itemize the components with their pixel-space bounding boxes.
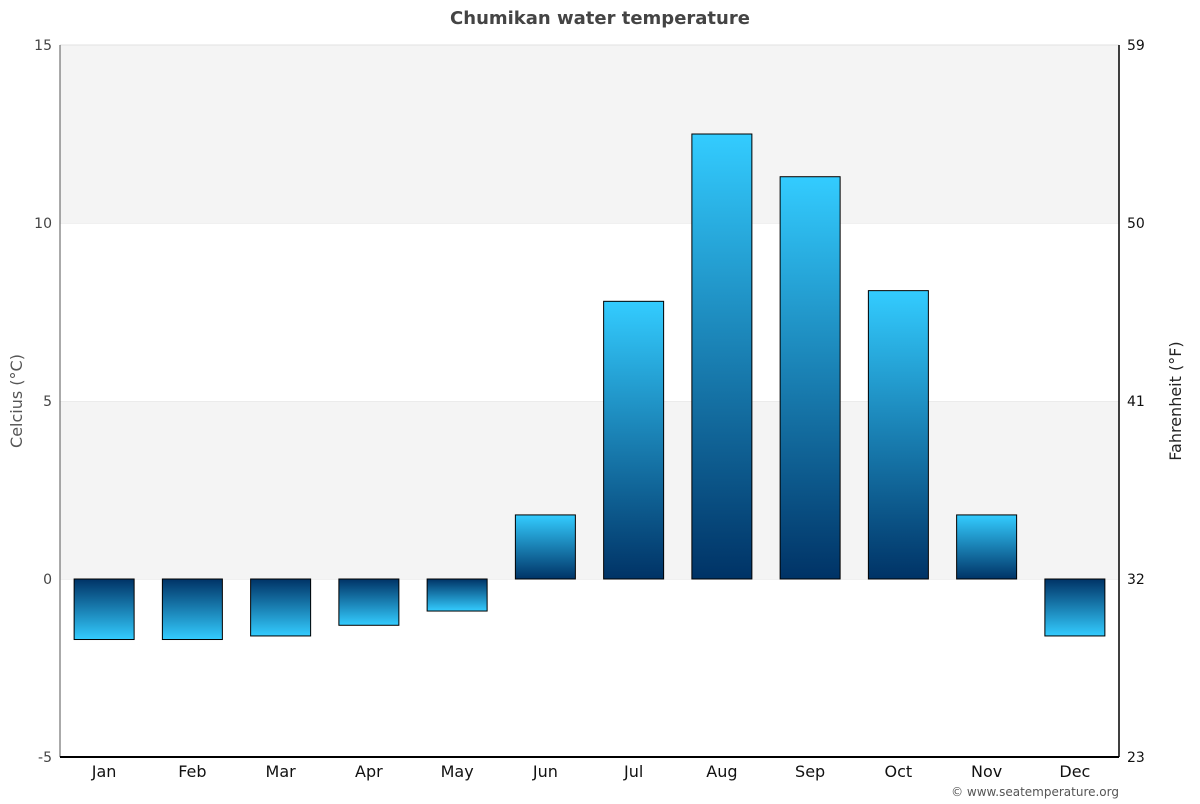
- x-tick-label: Jan: [91, 762, 117, 781]
- x-tick-label: Aug: [706, 762, 737, 781]
- bar-jul: [603, 300, 665, 580]
- y-tick-label: 10: [34, 216, 52, 232]
- y2-tick-label: 32: [1127, 572, 1145, 588]
- y-tick-label: -5: [38, 750, 52, 766]
- grid-band: [60, 401, 1119, 579]
- grid-band: [60, 579, 1119, 757]
- x-tick-label: May: [441, 762, 474, 781]
- grid-band: [60, 223, 1119, 401]
- x-tick-label: Mar: [266, 762, 297, 781]
- bar-jan: [73, 578, 135, 641]
- x-tick-label: Nov: [971, 762, 1002, 781]
- chart-title: Chumikan water temperature: [450, 8, 750, 29]
- y2-tick-label: 50: [1127, 216, 1145, 232]
- y2-tick-label: 41: [1127, 394, 1145, 410]
- grid-band: [60, 45, 1119, 223]
- x-tick-label: Jul: [623, 762, 643, 781]
- y-axis-label: Celcius (°C): [7, 354, 26, 448]
- y2-tick-label: 23: [1127, 750, 1145, 766]
- bar-aug: [691, 133, 753, 580]
- bar-sep: [779, 176, 841, 580]
- bar-mar: [250, 578, 312, 637]
- bar-jun: [514, 514, 576, 580]
- bar-apr: [338, 578, 400, 626]
- bar-dec: [1044, 578, 1106, 637]
- bar-may: [426, 578, 488, 612]
- x-tick-label: Apr: [355, 762, 383, 781]
- x-tick-label: Dec: [1059, 762, 1090, 781]
- bar-nov: [956, 514, 1018, 580]
- bar-feb: [161, 578, 223, 641]
- y2-tick-label: 59: [1127, 38, 1145, 54]
- x-tick-label: Jun: [532, 762, 558, 781]
- bar-oct: [867, 290, 929, 580]
- y-tick-label: 0: [43, 572, 52, 588]
- y-tick-label: 5: [43, 394, 52, 410]
- x-tick-label: Sep: [795, 762, 825, 781]
- x-tick-label: Feb: [178, 762, 206, 781]
- x-tick-label: Oct: [885, 762, 913, 781]
- footer-credit: © www.seatemperature.org: [951, 785, 1119, 799]
- y2-axis-label: Fahrenheit (°F): [1166, 341, 1185, 460]
- y-tick-label: 15: [34, 38, 52, 54]
